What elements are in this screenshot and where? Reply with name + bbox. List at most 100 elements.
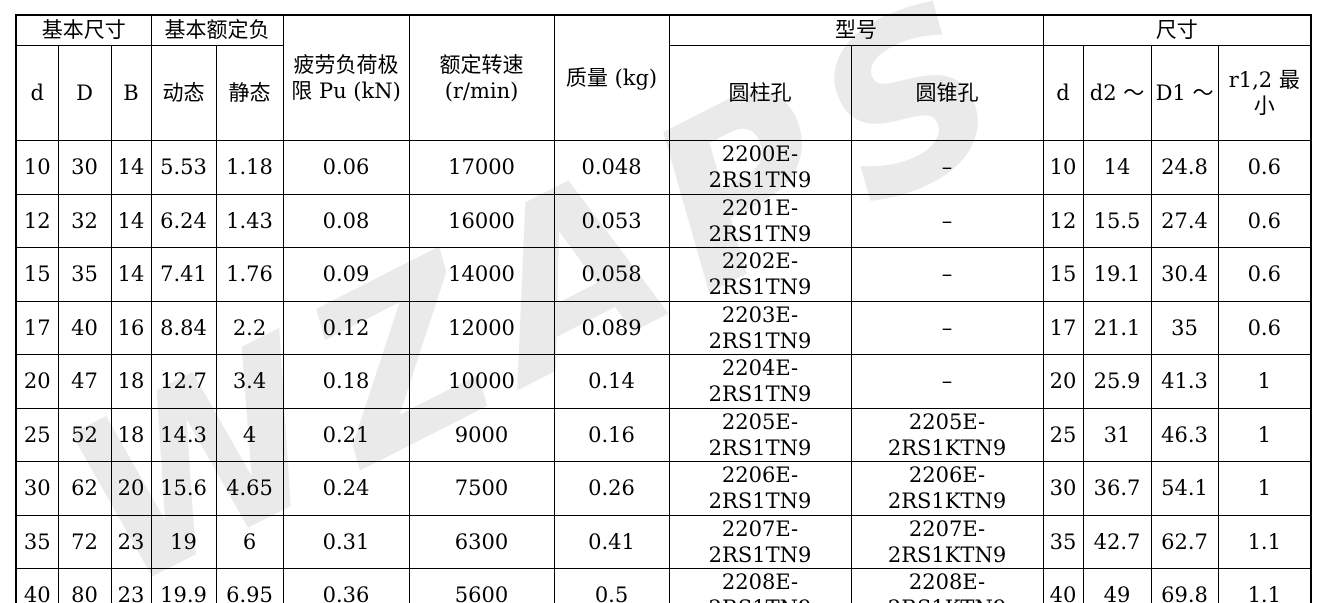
table-cell: 20 <box>15 354 59 409</box>
table-row: 20 47 18 12.7 3.4 0.18 10000 0.14 2204E-2RS1TN9–… <box>15 354 1312 409</box>
table-cell: 14000 <box>408 247 555 302</box>
table-cell: 30 <box>1042 461 1084 516</box>
header-row-columns: d D B 动态 静态 圆柱孔 圆锥孔 d d2 ～ D1 ～ r1,2 最小 <box>15 45 1312 141</box>
table-cell: 69.8 <box>1150 568 1219 603</box>
table-row: 12 32 14 6.24 1.43 0.08 16000 0.053 2201E-2RS1TN… <box>15 193 1312 248</box>
table-cell: 62 <box>57 461 112 516</box>
table-cell: 0.089 <box>553 300 670 355</box>
table-cell: 0.26 <box>553 461 670 516</box>
table-cell: 2207E-2RS1KTN9 <box>850 514 1044 569</box>
table-cell: 17 <box>15 300 59 355</box>
header-row-groups: 基本尺寸 基本额定负 疲劳负荷极限 Pu (kN) 额定转速 (r/min) 质… <box>15 14 1312 141</box>
table-cell: 6.95 <box>215 568 284 603</box>
table-row: 35 72 23 19 6 0.31 6300 0.41 2207E-2RS1TN9 2207E-… <box>15 514 1312 569</box>
table-cell: 17 <box>1042 300 1084 355</box>
header-group-basic-size: 基本尺寸 <box>15 14 152 46</box>
table-cell: 15.6 <box>150 461 217 516</box>
table-cell: 52 <box>57 407 112 462</box>
header-col-rated-speed: 额定转速 (r/min) <box>408 14 555 141</box>
table-cell: 31 <box>1082 407 1152 462</box>
table-cell: 35 <box>15 514 59 569</box>
table-row: 10 30 14 5.53 1.18 0.06 17000 0.048 2200E-2RS1TN… <box>15 140 1312 195</box>
table-cell: 4 <box>215 407 284 462</box>
table-cell: 47 <box>57 354 112 409</box>
table-cell: 0.048 <box>553 140 670 195</box>
table-cell: 19.1 <box>1082 247 1152 302</box>
table-cell: 25.9 <box>1082 354 1152 409</box>
bearing-spec-table: 基本尺寸 基本额定负 疲劳负荷极限 Pu (kN) 额定转速 (r/min) 质… <box>15 14 1313 603</box>
table-cell: 2206E-2RS1KTN9 <box>850 461 1044 516</box>
table-cell: 19.9 <box>150 568 217 603</box>
table-cell: – <box>850 193 1044 248</box>
table-cell: 1 <box>1217 407 1312 462</box>
header-col-r12: r1,2 最小 <box>1217 45 1312 141</box>
table-cell: 35 <box>1042 514 1084 569</box>
table-cell: 0.6 <box>1217 193 1312 248</box>
header-group-basic-load: 基本额定负 <box>150 14 284 46</box>
table-cell: 30.4 <box>1150 247 1219 302</box>
table-cell: 40 <box>15 568 59 603</box>
table-cell: 16000 <box>408 193 555 248</box>
table-cell: 21.1 <box>1082 300 1152 355</box>
table-cell: 6.24 <box>150 193 217 248</box>
table-cell: 15 <box>15 247 59 302</box>
table-cell: 1.1 <box>1217 514 1312 569</box>
table-cell: 0.21 <box>282 407 410 462</box>
table-cell: 0.18 <box>282 354 410 409</box>
table-cell: 46.3 <box>1150 407 1219 462</box>
table-cell: 49 <box>1082 568 1152 603</box>
table-cell: 10000 <box>408 354 555 409</box>
table-cell: 4.65 <box>215 461 284 516</box>
table-row: 15 35 14 7.41 1.76 0.09 14000 0.058 2202E-2RS1TN… <box>15 247 1312 302</box>
table-cell: 40 <box>57 300 112 355</box>
table-cell: 80 <box>57 568 112 603</box>
table-cell: 18 <box>110 407 152 462</box>
table-cell: 54.1 <box>1150 461 1219 516</box>
table-cell: 7500 <box>408 461 555 516</box>
table-row: 30 62 20 15.6 4.65 0.24 7500 0.26 2206E-2RS1TN9 2… <box>15 461 1312 516</box>
table-cell: 2208E-2RS1KTN9 <box>850 568 1044 603</box>
header-col-tapered-bore: 圆锥孔 <box>850 45 1044 141</box>
table-cell: 2.2 <box>215 300 284 355</box>
table-cell: 12.7 <box>150 354 217 409</box>
table-cell: 2201E-2RS1TN9 <box>668 193 852 248</box>
table-cell: 23 <box>110 514 152 569</box>
table-cell: 0.6 <box>1217 247 1312 302</box>
header-col-B: B <box>110 45 152 141</box>
table-cell: 1.43 <box>215 193 284 248</box>
table-cell: 6300 <box>408 514 555 569</box>
table-cell: 0.24 <box>282 461 410 516</box>
table-cell: 0.6 <box>1217 140 1312 195</box>
table-cell: 10 <box>1042 140 1084 195</box>
table-cell: 30 <box>15 461 59 516</box>
table-cell: – <box>850 300 1044 355</box>
table-cell: 32 <box>57 193 112 248</box>
table-cell: 40 <box>1042 568 1084 603</box>
table-cell: 15 <box>1042 247 1084 302</box>
table-cell: 0.058 <box>553 247 670 302</box>
table-cell: 0.31 <box>282 514 410 569</box>
table-cell: – <box>850 140 1044 195</box>
table-cell: 9000 <box>408 407 555 462</box>
table-cell: 0.41 <box>553 514 670 569</box>
table-cell: 2208E-2RS1TN9 <box>668 568 852 603</box>
table-cell: 8.84 <box>150 300 217 355</box>
table-cell: 0.36 <box>282 568 410 603</box>
table-cell: 25 <box>15 407 59 462</box>
table-cell: 6 <box>215 514 284 569</box>
table-cell: 30 <box>57 140 112 195</box>
header-col-dynamic: 动态 <box>150 45 217 141</box>
table-cell: 16 <box>110 300 152 355</box>
table-cell: 0.6 <box>1217 300 1312 355</box>
header-col-d2: d2 ～ <box>1082 45 1152 141</box>
table-row: 17 40 16 8.84 2.2 0.12 12000 0.089 2203E-2RS1TN9… <box>15 300 1312 355</box>
table-row: 40802319.96.950.3656000.52208E-2RS1TN922… <box>15 568 1312 603</box>
table-cell: 62.7 <box>1150 514 1219 569</box>
table-cell: 0.06 <box>282 140 410 195</box>
header-group-model: 型号 <box>668 14 1044 46</box>
table-cell: 2206E-2RS1TN9 <box>668 461 852 516</box>
table-cell: 18 <box>110 354 152 409</box>
table-cell: 1 <box>1217 354 1312 409</box>
table-cell: 2204E-2RS1TN9 <box>668 354 852 409</box>
table-cell: 15.5 <box>1082 193 1152 248</box>
